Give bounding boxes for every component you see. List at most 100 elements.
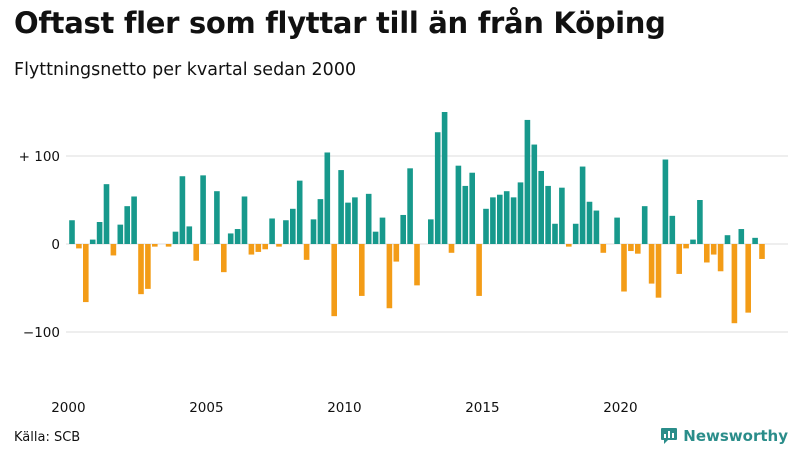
bar-positive xyxy=(752,237,758,244)
bar-chart-logo-icon xyxy=(661,428,678,444)
bar-positive xyxy=(697,200,703,244)
bar-negative xyxy=(255,244,262,252)
brand-name: Newsworthy xyxy=(683,427,788,445)
bar-negative xyxy=(393,244,400,262)
bar-positive xyxy=(200,175,206,244)
bars xyxy=(69,112,765,324)
bar-positive xyxy=(469,172,475,244)
bar-negative xyxy=(566,244,572,247)
bar-positive xyxy=(379,217,386,244)
bar-negative xyxy=(276,244,282,247)
bar-positive xyxy=(283,220,289,244)
x-tick-label: 2015 xyxy=(465,400,499,416)
bar-negative xyxy=(221,244,227,273)
bar-positive xyxy=(372,231,379,244)
bar-positive xyxy=(345,202,351,244)
bar-negative xyxy=(138,244,144,295)
x-tick-label: 2010 xyxy=(327,400,361,416)
bar-positive xyxy=(400,214,406,244)
bar-positive xyxy=(579,166,586,244)
bar-positive xyxy=(428,219,434,244)
bar-positive xyxy=(586,201,593,244)
bar-negative xyxy=(704,244,710,263)
bar-negative xyxy=(331,244,337,317)
bar-negative xyxy=(683,244,689,249)
bar-positive xyxy=(538,170,544,244)
bar-positive xyxy=(434,132,441,244)
bar-negative xyxy=(710,244,717,255)
bar-positive xyxy=(179,176,186,244)
bar-negative xyxy=(386,244,393,309)
bar-positive xyxy=(352,197,358,244)
bar-negative xyxy=(731,244,738,324)
bar-positive xyxy=(69,220,75,244)
chart-title: Oftast fler som flyttar till än från Köp… xyxy=(14,6,666,40)
bar-positive xyxy=(214,191,220,244)
bar-negative xyxy=(359,244,365,296)
bar-positive xyxy=(407,168,413,244)
bar-positive xyxy=(441,112,448,244)
bar-positive xyxy=(559,187,565,244)
bar-positive xyxy=(572,223,579,244)
bar-positive xyxy=(503,191,510,244)
bar-positive xyxy=(690,239,696,244)
bar-negative xyxy=(303,244,310,260)
bar-positive xyxy=(186,226,193,244)
bar-positive xyxy=(524,119,531,244)
bar-positive xyxy=(662,159,669,244)
bar-positive xyxy=(103,184,110,244)
bar-positive xyxy=(510,197,517,244)
x-tick-label: 2005 xyxy=(189,400,223,416)
bar-positive xyxy=(117,224,124,244)
bar-positive xyxy=(131,196,137,244)
bar-positive xyxy=(545,185,551,244)
bar-positive xyxy=(483,208,489,244)
bar-negative xyxy=(145,244,151,289)
bar-negative xyxy=(262,244,268,250)
bar-positive xyxy=(517,182,524,244)
bar-positive xyxy=(497,194,503,244)
bar-positive xyxy=(531,144,538,244)
bar-negative xyxy=(165,244,172,247)
bar-positive xyxy=(614,217,620,244)
y-tick-label: + 100 xyxy=(19,149,60,165)
bar-negative xyxy=(676,244,682,274)
bar-positive xyxy=(96,222,103,244)
bar-negative xyxy=(110,244,117,256)
bar-negative xyxy=(193,244,199,261)
bar-negative xyxy=(759,244,765,259)
bar-positive xyxy=(338,170,344,244)
bar-positive xyxy=(490,197,496,244)
bar-positive xyxy=(669,215,676,244)
bar-positive xyxy=(724,235,731,244)
bar-positive xyxy=(310,219,317,244)
bar-positive xyxy=(89,239,96,244)
brand-logo: Newsworthy xyxy=(660,427,788,445)
bar-positive xyxy=(269,218,275,244)
chart-subtitle: Flyttningsnetto per kvartal sedan 2000 xyxy=(14,60,357,80)
bar-positive xyxy=(290,208,296,244)
y-tick-label: −100 xyxy=(23,325,60,341)
bar-negative xyxy=(655,244,662,298)
bar-negative xyxy=(600,244,607,253)
bar-positive xyxy=(552,223,558,244)
bar-negative xyxy=(414,244,420,286)
bar-negative xyxy=(152,244,158,247)
bar-negative xyxy=(745,244,751,313)
bar-negative xyxy=(621,244,627,292)
bar-negative xyxy=(76,244,82,249)
y-tick-label: 0 xyxy=(51,237,60,253)
bar-positive xyxy=(738,229,745,244)
bar-negative xyxy=(648,244,655,284)
x-tick-label: 2000 xyxy=(51,400,85,416)
source-note: Källa: SCB xyxy=(14,430,81,445)
bar-positive xyxy=(317,199,324,244)
bar-positive xyxy=(593,210,600,244)
bar-negative xyxy=(628,244,634,252)
bar-negative xyxy=(448,244,455,253)
bar-negative xyxy=(635,244,641,254)
bar-negative xyxy=(248,244,255,255)
bar-positive xyxy=(124,206,130,244)
bar-positive xyxy=(455,165,462,244)
bar-negative xyxy=(476,244,482,296)
